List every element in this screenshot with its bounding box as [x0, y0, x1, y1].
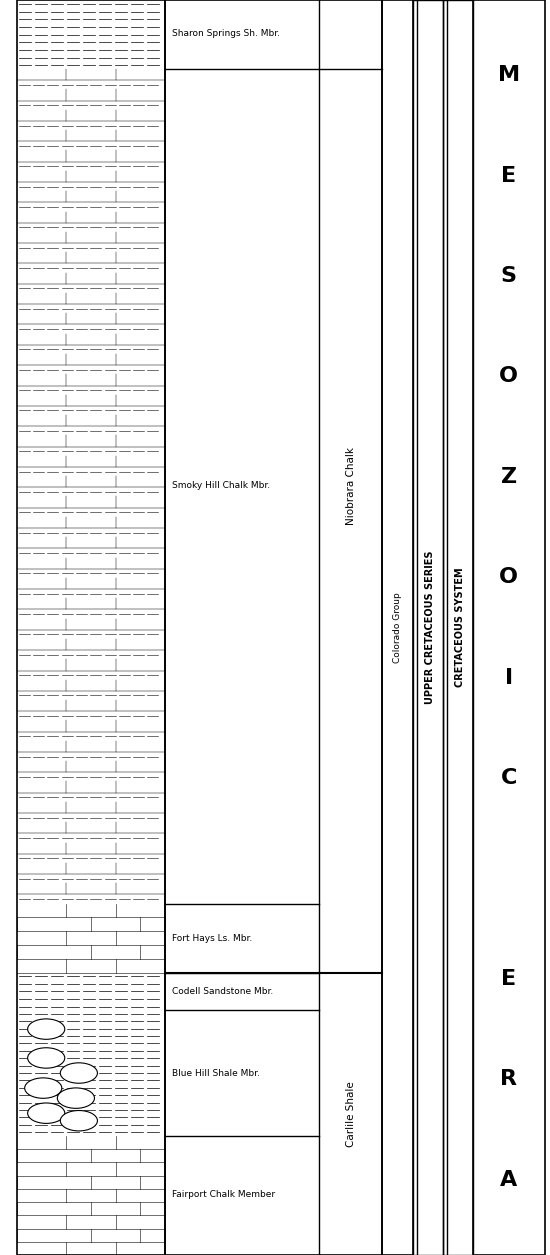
- Text: Z: Z: [500, 467, 517, 487]
- Text: R: R: [500, 1069, 517, 1089]
- Ellipse shape: [60, 1111, 97, 1131]
- Text: Codell Sandstone Mbr.: Codell Sandstone Mbr.: [172, 986, 273, 996]
- Ellipse shape: [28, 1103, 65, 1123]
- Ellipse shape: [60, 1063, 97, 1083]
- Bar: [16, 0, 165, 69]
- Text: Carlile Shale: Carlile Shale: [345, 1081, 356, 1147]
- Text: CRETACEOUS SYSTEM: CRETACEOUS SYSTEM: [455, 567, 465, 688]
- Text: Sharon Springs Sh. Mbr.: Sharon Springs Sh. Mbr.: [172, 29, 279, 39]
- Bar: [16, 973, 165, 1010]
- Ellipse shape: [25, 1078, 62, 1098]
- Bar: [473, 0, 544, 1255]
- Text: Colorado Group: Colorado Group: [393, 592, 402, 663]
- Text: I: I: [505, 668, 513, 688]
- Bar: [382, 0, 412, 1255]
- Text: Fairport Chalk Member: Fairport Chalk Member: [172, 1190, 275, 1200]
- Bar: [16, 1136, 165, 1255]
- Text: M: M: [498, 65, 520, 85]
- Text: C: C: [500, 768, 517, 788]
- Bar: [165, 0, 382, 1255]
- Bar: [16, 1010, 165, 1136]
- Ellipse shape: [28, 1048, 65, 1068]
- Text: S: S: [500, 266, 517, 286]
- Bar: [16, 904, 165, 973]
- Text: Fort Hays Ls. Mbr.: Fort Hays Ls. Mbr.: [172, 934, 252, 944]
- Bar: [16, 0, 165, 1255]
- Text: E: E: [501, 969, 516, 989]
- Text: O: O: [499, 366, 518, 387]
- Text: O: O: [499, 567, 518, 587]
- Text: Niobrara Chalk: Niobrara Chalk: [345, 447, 356, 526]
- Ellipse shape: [57, 1088, 95, 1108]
- Ellipse shape: [28, 1019, 65, 1039]
- Bar: [16, 69, 165, 904]
- Text: A: A: [500, 1170, 518, 1190]
- Text: Smoky Hill Chalk Mbr.: Smoky Hill Chalk Mbr.: [172, 481, 270, 491]
- Text: E: E: [501, 166, 516, 186]
- Text: Blue Hill Shale Mbr.: Blue Hill Shale Mbr.: [172, 1068, 260, 1078]
- Text: UPPER CRETACEOUS SERIES: UPPER CRETACEOUS SERIES: [425, 551, 435, 704]
